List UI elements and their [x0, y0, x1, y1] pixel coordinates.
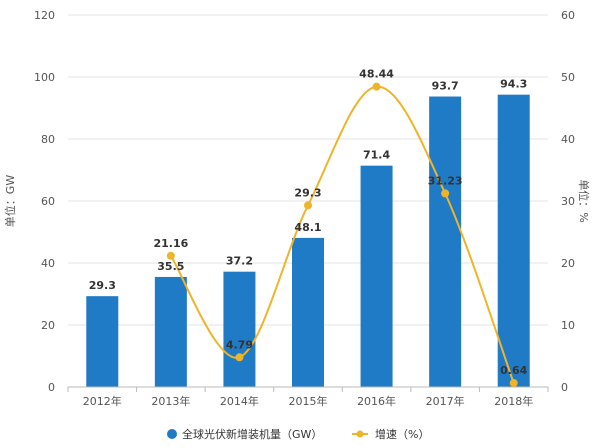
- bar-series: [86, 94, 530, 388]
- right-tick-label: 40: [561, 133, 575, 146]
- bar-value-label: 29.3: [89, 279, 116, 292]
- line-value-label: 21.16: [153, 237, 188, 250]
- x-tick-label: 2018年: [494, 394, 533, 408]
- x-tick-label: 2012年: [83, 394, 122, 408]
- line-point: [509, 379, 518, 388]
- bar: [429, 96, 462, 387]
- legend-bar-label: 全球光伏新增装机量（GW）: [182, 427, 322, 441]
- bar-value-label: 35.5: [157, 260, 184, 273]
- bar-value-label: 71.4: [363, 149, 390, 162]
- line-value-label: 48.44: [359, 68, 394, 81]
- x-tick-label: 2017年: [426, 394, 465, 408]
- line-point: [166, 251, 175, 260]
- x-tick-label: 2015年: [289, 394, 328, 408]
- left-y-axis: 0 20 40 60 80 100 120: [34, 9, 55, 394]
- bar: [292, 237, 324, 387]
- line-point: [304, 201, 312, 210]
- right-tick-label: 50: [561, 71, 575, 84]
- x-tick-label: 2013年: [151, 394, 190, 408]
- right-axis-label: 单位：%: [577, 179, 591, 222]
- line-data-labels: 21.16 4.79 29.3 48.44 31.23 0.64: [153, 68, 527, 377]
- legend: 全球光伏新增装机量（GW） 增速（%）: [167, 427, 429, 441]
- right-y-axis: 0 10 20 30 40 50 60: [561, 9, 575, 394]
- line-series: [166, 82, 518, 388]
- line-value-label: 4.79: [226, 338, 253, 351]
- left-tick-label: 40: [41, 257, 55, 270]
- left-tick-label: 20: [41, 319, 55, 332]
- line-point: [441, 189, 450, 198]
- line-point: [372, 82, 381, 91]
- x-axis: 2012年 2013年 2014年 2015年 2016年 2017年 2018年: [67, 386, 549, 408]
- left-axis-label: 单位：GW: [3, 175, 17, 228]
- line-value-label: 31.23: [428, 174, 463, 187]
- right-tick-label: 30: [561, 195, 575, 208]
- bar-value-label: 48.1: [294, 221, 321, 234]
- x-tick-label: 2014年: [220, 394, 259, 408]
- line-point: [235, 353, 244, 362]
- left-tick-label: 0: [48, 381, 55, 394]
- bar-data-labels: 29.3 35.5 37.2 48.1 71.4 93.7 94.3: [89, 78, 528, 293]
- line-value-label: 29.3: [294, 186, 321, 199]
- left-tick-label: 100: [34, 71, 55, 84]
- line-value-label: 0.64: [500, 364, 527, 377]
- bar: [154, 276, 187, 387]
- bar-value-label: 94.3: [500, 78, 527, 91]
- left-tick-label: 80: [41, 133, 55, 146]
- bar: [497, 94, 530, 388]
- right-tick-label: 20: [561, 257, 575, 270]
- right-tick-label: 60: [561, 9, 575, 22]
- left-tick-label: 60: [41, 195, 55, 208]
- growth-line: [170, 85, 515, 384]
- left-tick-label: 120: [34, 9, 55, 22]
- bar-value-label: 37.2: [226, 255, 253, 268]
- legend-bar-marker: [167, 429, 177, 439]
- right-tick-label: 0: [561, 381, 568, 394]
- right-tick-label: 10: [561, 319, 575, 332]
- bar: [360, 165, 393, 387]
- x-tick-label: 2016年: [357, 394, 396, 408]
- bar-value-label: 93.7: [432, 80, 459, 93]
- legend-line-label: 增速（%）: [375, 427, 429, 441]
- bar: [86, 296, 119, 387]
- bar: [223, 271, 256, 387]
- legend-line-dot: [356, 430, 364, 438]
